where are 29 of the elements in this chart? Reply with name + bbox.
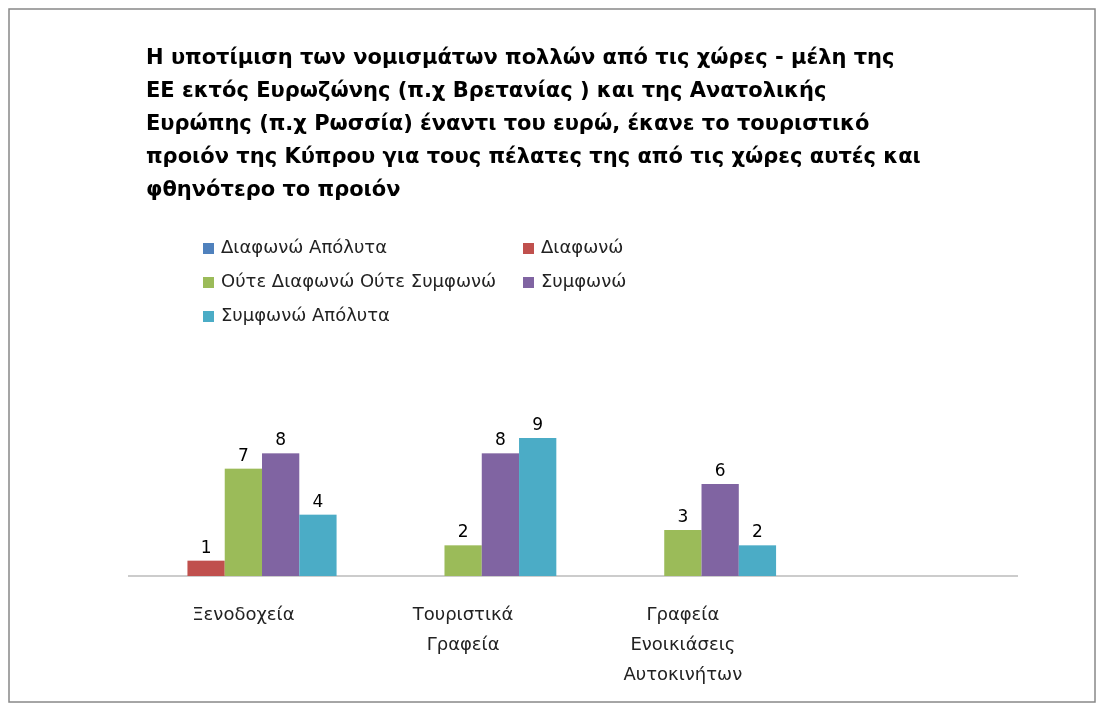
chart-title: Η υποτίμιση των νομισμάτων πολλών από τις χώρες - μέλη της ΕΕ εκτός Ευρωζώνης (π.χ Βρετανίας ) και της Ανατολικής Ευρώπης (π.χ Ρωσσία) έναντι του ευρώ, έκανε το τουριστικό προιόν της Κύπρου για τους πέλατες της από τις χώρες αυτές και φθηνότερο το προιόν — [146, 45, 921, 201]
data-label: 1 — [200, 536, 212, 557]
legend-label: Συμφωνώ Απόλυτα — [221, 304, 390, 325]
legend-label: Διαφωνώ — [541, 236, 624, 257]
bar — [738, 545, 777, 576]
x-tick-label: Γραφεία Ενοικιάσεις Αυτοκινήτων — [623, 603, 743, 684]
data-label: 8 — [494, 429, 506, 450]
bar — [481, 453, 520, 576]
bar — [224, 468, 263, 576]
bar — [444, 545, 482, 576]
x-tick-label: Ξενοδοχεία — [192, 603, 295, 624]
x-tick-label: Τουριστικά Γραφεία — [411, 603, 514, 654]
data-label: 9 — [532, 414, 544, 434]
bar — [262, 453, 300, 576]
legend-label: Διαφωνώ Απόλυτα — [221, 236, 387, 257]
data-label: 2 — [752, 521, 763, 542]
data-label: 6 — [714, 460, 726, 480]
bar — [701, 484, 739, 576]
bar — [187, 560, 225, 576]
data-label: 3 — [677, 506, 689, 526]
data-label: 8 — [275, 429, 287, 450]
bar — [664, 530, 702, 576]
legend-label: Συμφωνώ — [541, 270, 627, 291]
data-label: 2 — [457, 521, 469, 542]
legend-label: Ούτε Διαφωνώ Ούτε Συμφωνώ — [221, 270, 497, 291]
data-label: 7 — [237, 444, 249, 465]
bar — [519, 438, 557, 576]
bar — [299, 514, 337, 576]
data-label: 4 — [312, 490, 324, 511]
